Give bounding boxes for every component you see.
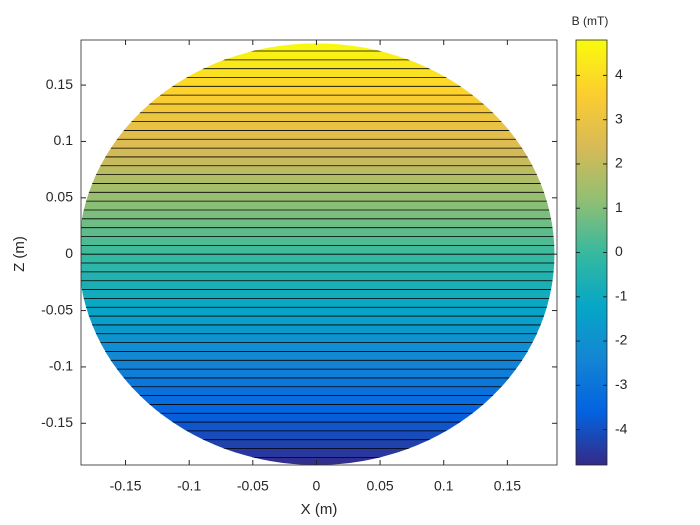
contour-band	[81, 86, 555, 96]
contour-band	[81, 183, 555, 193]
contour-band	[81, 174, 555, 184]
x-tick-label: -0.05	[237, 478, 269, 494]
axes-box	[80, 39, 558, 466]
contour-band	[81, 165, 555, 176]
contour-band	[81, 103, 555, 114]
y-tick-label: -0.1	[49, 358, 73, 374]
contour-band	[81, 148, 555, 158]
contour-band	[81, 192, 555, 202]
contour-band	[81, 333, 555, 344]
contour-band	[81, 156, 555, 167]
y-tick-label: 0.15	[46, 76, 73, 92]
x-tick-label: 0	[313, 478, 321, 494]
x-axis-label: X (m)	[301, 501, 338, 518]
contour-band	[81, 430, 555, 441]
contour-band	[81, 227, 555, 238]
contour-band	[81, 439, 555, 450]
contour-band	[81, 263, 555, 273]
y-tick-label: 0.1	[54, 132, 74, 148]
y-axis-label: Z (m)	[11, 236, 28, 272]
contour-band	[81, 395, 555, 405]
contour-band	[81, 386, 555, 397]
colorbar-tick-label: -4	[615, 420, 628, 436]
contour-band	[81, 422, 555, 432]
contour-band	[81, 209, 555, 220]
x-tick-label: 0.15	[494, 478, 521, 494]
contour-band	[81, 218, 555, 229]
x-tick-label: 0.1	[434, 478, 454, 494]
x-tick-label: -0.1	[177, 478, 201, 494]
contour-band	[81, 307, 555, 317]
contour-band	[81, 201, 555, 211]
contour-band	[81, 289, 555, 299]
contour-band	[81, 95, 555, 105]
contour-band	[81, 342, 555, 352]
contour-band	[81, 68, 555, 78]
contour-band	[81, 324, 555, 335]
colorbar-tick-label: 3	[615, 110, 623, 126]
x-tick-label: -0.15	[110, 478, 142, 494]
y-tick-label: 0	[65, 245, 73, 261]
contour-band	[81, 43, 555, 52]
y-tick-label: -0.15	[41, 414, 73, 430]
contour-band	[81, 51, 555, 61]
contour-band	[81, 377, 555, 388]
y-tick-label: 0.05	[46, 189, 73, 205]
contour-band	[81, 413, 555, 423]
contour-band	[81, 236, 555, 246]
contour-band	[81, 121, 555, 131]
colorbar-tick-label: -3	[615, 376, 628, 392]
colorbar-tick-label: 4	[615, 66, 623, 82]
contour-band	[81, 245, 555, 255]
contour-band	[81, 271, 555, 282]
contour-band	[81, 448, 555, 458]
x-tick-label: 0.05	[366, 478, 393, 494]
contour-band	[81, 139, 555, 149]
contour-band	[81, 316, 555, 326]
contour-band	[81, 457, 555, 465]
contour-band	[81, 298, 555, 308]
contour-band	[81, 112, 555, 123]
colorbar-label: B (mT)	[572, 14, 609, 28]
contour-band	[81, 77, 555, 87]
colorbar-tick-label: -1	[615, 287, 628, 303]
colorbar-tick-label: 0	[615, 243, 623, 259]
colorbar-tick-label: -2	[615, 332, 628, 348]
colorbar	[575, 39, 608, 466]
contour-band	[81, 369, 555, 379]
contour-band	[81, 351, 555, 361]
colorbar-tick-label: 2	[615, 155, 623, 171]
y-tick-label: -0.05	[41, 301, 73, 317]
colorbar-tick-label: 1	[615, 199, 623, 215]
contour-band	[81, 404, 555, 414]
contour-band	[81, 130, 555, 140]
contour-band	[81, 254, 555, 264]
contour-band	[81, 280, 555, 291]
contour-band	[81, 59, 555, 70]
contour-band	[81, 360, 555, 370]
